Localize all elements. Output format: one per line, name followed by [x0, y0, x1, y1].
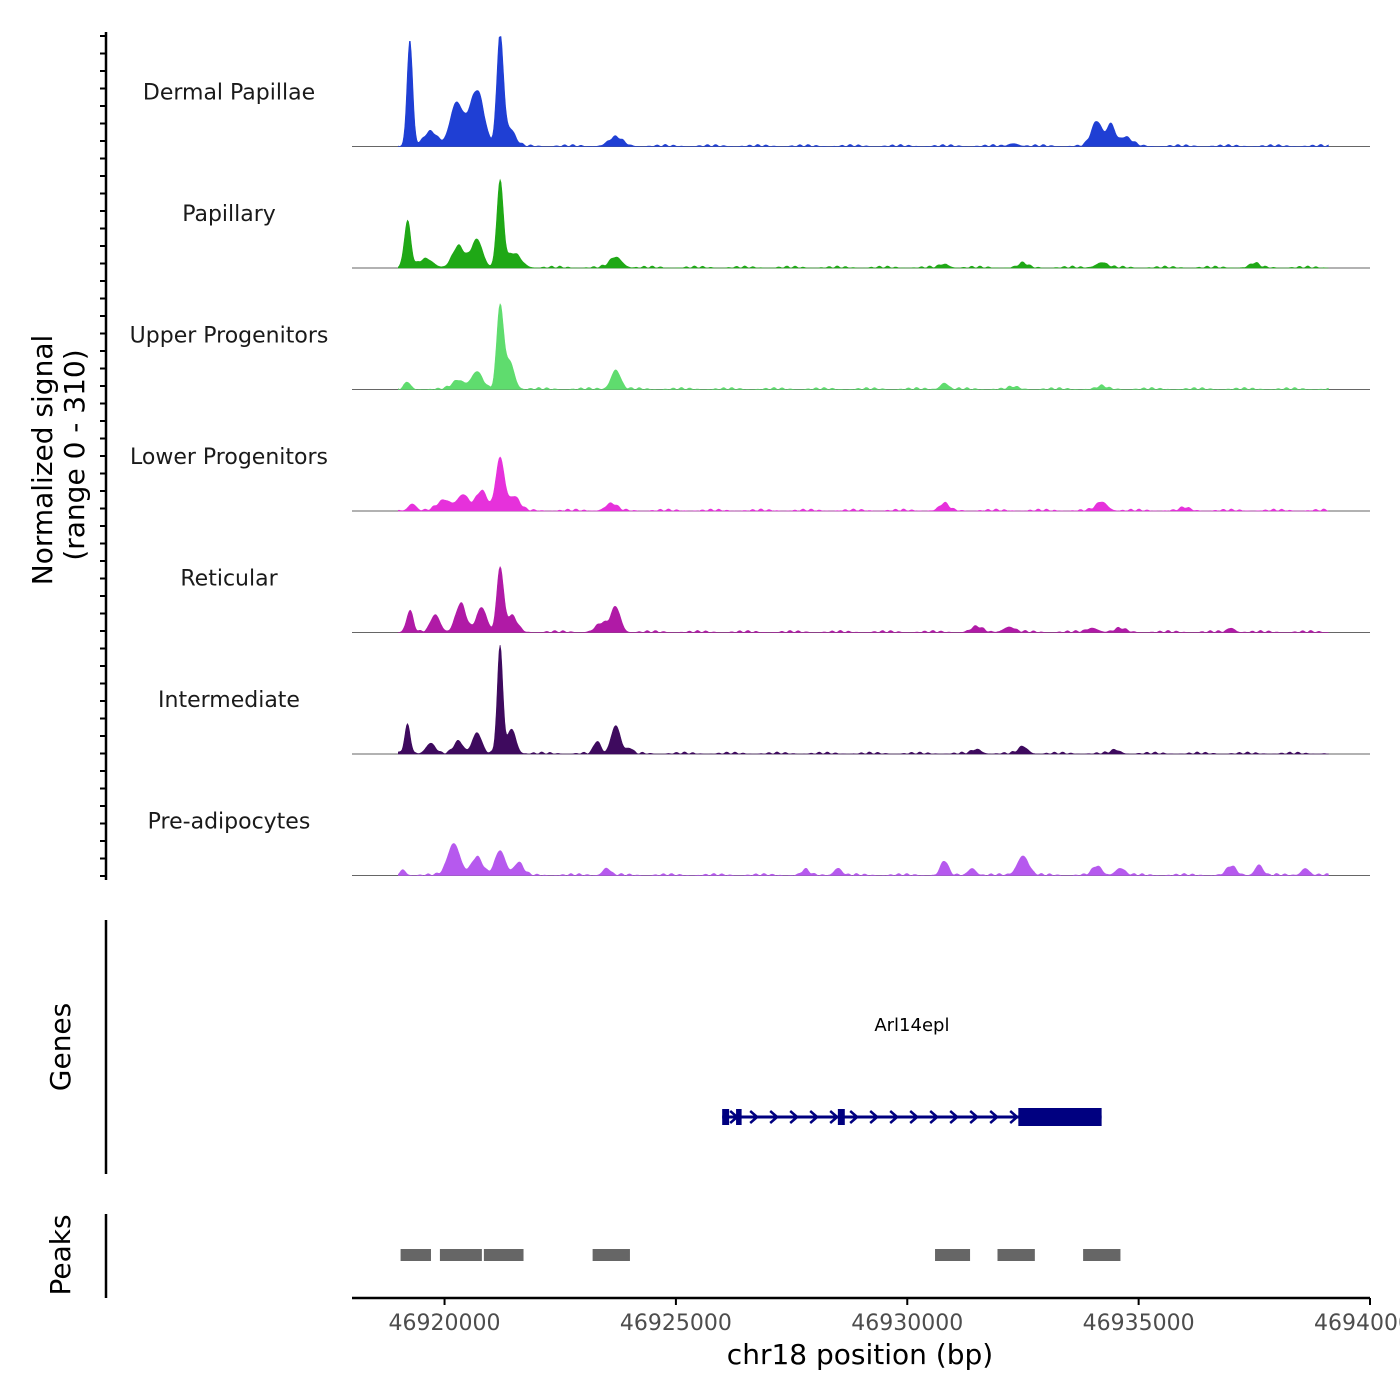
peak-region — [439, 1249, 482, 1261]
x-tick-label: 46920000 — [389, 1311, 501, 1336]
genes-panel-label: Genes — [44, 1003, 77, 1091]
track-reticular: Reticular — [180, 566, 1370, 633]
peak-region — [1083, 1249, 1121, 1261]
signal-tracks: Dermal Papillae Papillary Upper Progenitor… — [130, 36, 1370, 876]
track-label: Dermal Papillae — [143, 81, 315, 106]
strand-arrow — [829, 1110, 840, 1124]
track-signal-area — [398, 645, 1329, 755]
track-label: Lower Progenitors — [130, 445, 328, 470]
strand-arrow — [949, 1110, 960, 1124]
peaks-track — [400, 1249, 1121, 1261]
track-upper-progenitors: Upper Progenitors — [130, 303, 1370, 390]
track-signal-area — [398, 36, 1329, 147]
peak-region — [997, 1249, 1035, 1261]
strand-arrow — [869, 1110, 880, 1124]
strand-arrow — [769, 1110, 780, 1124]
track-signal-area — [398, 566, 1329, 633]
track-intermediate: Intermediate — [158, 645, 1370, 755]
gene-label: Arl14epl — [874, 1015, 949, 1036]
track-papillary: Papillary — [182, 178, 1370, 269]
track-label: Reticular — [180, 567, 278, 592]
y-axis-title-line1: Normalized signal — [26, 335, 59, 586]
gene-exon — [837, 1109, 845, 1125]
track-signal-area — [398, 843, 1329, 876]
track-label: Upper Progenitors — [130, 324, 329, 349]
gene-exon — [722, 1109, 730, 1125]
track-dermal-papillae: Dermal Papillae — [143, 36, 1370, 147]
peak-region — [483, 1249, 524, 1261]
x-tick-label: 46940000 — [1314, 1311, 1400, 1336]
track-label: Pre-adipocytes — [148, 810, 311, 835]
track-label: Papillary — [182, 202, 276, 227]
track-pre-adipocytes: Pre-adipocytes — [148, 810, 1370, 876]
peak-region — [592, 1249, 630, 1261]
gene-arl14epl: Arl14epl — [722, 1015, 1102, 1126]
y-axis-title-line2: (range 0 - 310) — [58, 349, 91, 560]
track-signal-area — [398, 456, 1329, 512]
x-tick-label: 46935000 — [1083, 1311, 1195, 1336]
strand-arrow — [749, 1110, 760, 1124]
track-lower-progenitors: Lower Progenitors — [130, 445, 1370, 512]
signal-y-axis-ticks — [100, 35, 106, 877]
x-tick-label: 46925000 — [620, 1311, 732, 1336]
strand-arrow — [789, 1110, 800, 1124]
strand-arrow — [849, 1110, 860, 1124]
x-axis-title: chr18 position (bp) — [727, 1338, 993, 1371]
peaks-panel-label: Peaks — [44, 1214, 77, 1295]
track-signal-area — [398, 303, 1329, 390]
strand-arrow — [989, 1110, 1000, 1124]
strand-arrow — [889, 1110, 900, 1124]
strand-arrow — [969, 1110, 980, 1124]
strand-arrow — [929, 1110, 940, 1124]
peak-region — [400, 1249, 431, 1261]
genes-track: Arl14epl — [722, 1015, 1102, 1126]
peak-region — [935, 1249, 971, 1261]
gene-exon — [736, 1109, 742, 1125]
strand-arrow — [909, 1110, 920, 1124]
gene-exon — [1018, 1108, 1102, 1126]
strand-arrow — [1009, 1110, 1020, 1124]
track-signal-area — [398, 178, 1329, 269]
x-tick-label: 46930000 — [851, 1311, 963, 1336]
track-label: Intermediate — [158, 688, 300, 713]
x-axis-ticks: 46920000 46925000 46930000 46935000 46940000 — [389, 1298, 1400, 1336]
strand-arrow — [809, 1110, 820, 1124]
